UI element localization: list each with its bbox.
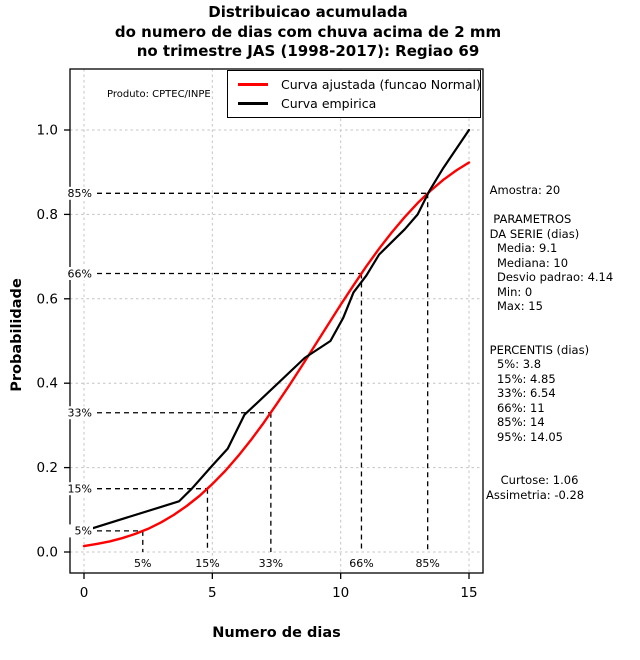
y-axis-label: Probabilidade <box>9 278 25 392</box>
empirical-curve <box>82 128 471 533</box>
guide-label-left-66%: 66% <box>68 267 92 280</box>
legend-item-empirical: Curva empirica <box>238 94 480 113</box>
guide-label-bottom-5%: 5% <box>134 557 151 570</box>
chart-title-line3: no trimestre JAS (1998-2017): Regiao 69 <box>136 42 480 60</box>
guide-label-bottom-85%: 85% <box>415 557 439 570</box>
x-tick-label: 15 <box>460 585 477 601</box>
statistics-panel: Amostra: 20 PARAMETROS DA SERIE (dias) M… <box>486 183 614 502</box>
x-tick-label: 10 <box>332 585 349 601</box>
y-axis-ticks: 0.0 0.2 0.4 0.6 0.8 1.0 <box>37 123 70 561</box>
guide-label-left-33%: 33% <box>68 407 92 420</box>
y-tick-label: 0.6 <box>37 291 58 307</box>
y-tick-label: 0.0 <box>37 545 58 561</box>
chart-title-line1: Distribuicao acumulada <box>208 3 408 21</box>
legend-item-fitted: Curva ajustada (funcao Normal) <box>238 75 481 94</box>
x-axis-label: Numero de dias <box>212 625 341 641</box>
percentile-guides <box>70 192 429 552</box>
fitted-curve <box>82 161 471 548</box>
guide-label-bottom-66%: 66% <box>349 557 373 570</box>
chart-title-line2: do numero de dias com chuva acima de 2 m… <box>114 22 502 41</box>
legend-label-fitted: Curva ajustada (funcao Normal) <box>281 77 481 92</box>
gridlines <box>70 69 483 573</box>
empirical-curve-line-sample <box>238 102 268 105</box>
y-tick-label: 0.8 <box>37 207 58 223</box>
producer-label: Produto: CPTEC/INPE <box>107 89 211 100</box>
x-axis-ticks: 0 5 10 15 <box>80 573 478 601</box>
guide-label-bottom-15%: 15% <box>195 557 219 570</box>
y-tick-label: 0.2 <box>37 460 58 476</box>
plot-border <box>69 68 484 574</box>
y-tick-label: 1.0 <box>37 123 58 139</box>
guide-label-left-5%: 5% <box>75 525 92 538</box>
legend-label-empirical: Curva empirica <box>281 96 377 111</box>
guide-label-left-85%: 85% <box>68 187 92 200</box>
guide-label-left-15%: 15% <box>68 483 92 496</box>
percentile-labels: 5% 5% 15% 15% 33% 33% 66% 66% 85% 85% <box>65 186 440 570</box>
fitted-curve-line-sample <box>238 83 268 86</box>
x-tick-label: 0 <box>80 585 89 601</box>
x-tick-label: 5 <box>208 585 217 601</box>
y-tick-label: 0.4 <box>37 376 58 392</box>
chart-title: Distribuicao acumulada do numero de dias… <box>63 3 553 62</box>
legend: Curva ajustada (funcao Normal) Curva emp… <box>227 70 481 118</box>
guide-label-bottom-33%: 33% <box>259 557 283 570</box>
